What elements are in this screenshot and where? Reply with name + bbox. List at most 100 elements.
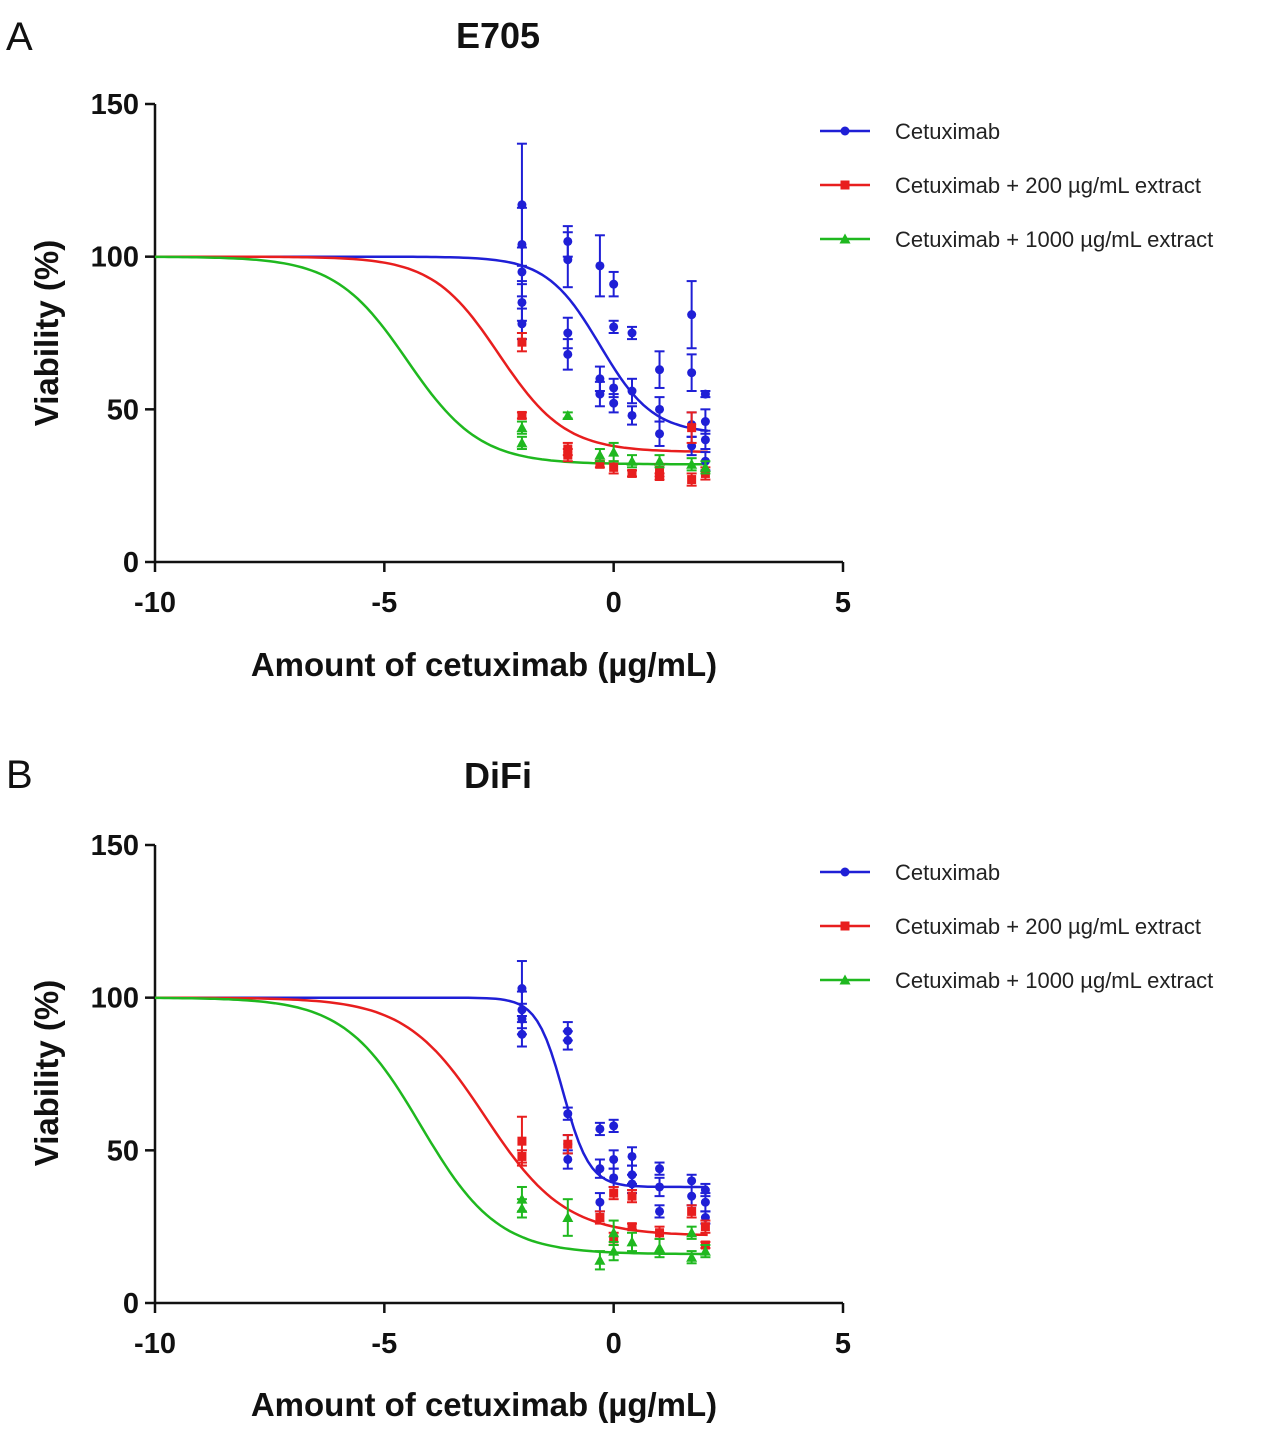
data-point (686, 458, 698, 469)
fit-curve (155, 255, 708, 433)
data-point (655, 1206, 665, 1216)
data-point (516, 1202, 528, 1213)
legend: Cetuximab Cetuximab + 200 µg/mL extract Ce… (820, 860, 1213, 993)
y-tick-label: 0 (123, 1288, 139, 1320)
data-point (700, 1197, 710, 1207)
data-point (627, 468, 637, 478)
data-point (655, 365, 665, 375)
data-point (608, 1245, 620, 1256)
data-point (563, 1139, 573, 1149)
data-point (595, 459, 605, 469)
data-point (700, 389, 710, 399)
legend-swatch-marker (840, 867, 850, 877)
legend-swatch-marker (840, 921, 850, 931)
legend-label: Cetuximab (895, 119, 1000, 144)
data-point (687, 423, 697, 433)
data-point (517, 410, 527, 420)
fit-curves (155, 255, 708, 466)
data-point (627, 328, 637, 338)
data-point (562, 409, 574, 420)
data-point (595, 1197, 605, 1207)
data-point (655, 472, 665, 482)
data-point (687, 368, 697, 378)
y-tick-label: 100 (91, 983, 139, 1015)
data-point (699, 1245, 711, 1256)
x-tick-label: -5 (371, 1328, 397, 1360)
data-point (686, 1227, 698, 1238)
data-point (627, 1151, 637, 1161)
data-point (517, 1136, 527, 1146)
panel-letter-a: A (6, 15, 33, 59)
data-point (687, 1176, 697, 1186)
data-point (517, 319, 527, 329)
y-tick-label: 150 (91, 830, 139, 862)
data-point (563, 328, 573, 338)
x-tick-label: -10 (134, 587, 176, 619)
data-point (609, 322, 619, 332)
y-axis-label: Viability (%) (28, 980, 65, 1166)
data-point (626, 1236, 638, 1247)
data-point (609, 1173, 619, 1183)
data-point (687, 310, 697, 320)
chart-panel-b: B DiFi Viability (%) Amount of cetuximab… (6, 753, 1213, 1423)
y-axis-label: Viability (%) (28, 240, 65, 426)
data-point (594, 449, 606, 460)
data-point (609, 462, 619, 472)
fit-curve (155, 255, 708, 466)
data-point (654, 1242, 666, 1253)
data-point (562, 1212, 574, 1223)
data-point (609, 1154, 619, 1164)
data-point (595, 1213, 605, 1223)
fit-curve (155, 996, 708, 1189)
data-point (627, 1191, 637, 1201)
data-point (608, 1227, 620, 1238)
legend-swatch-marker (840, 126, 850, 136)
data-point (687, 1191, 697, 1201)
data-point (595, 389, 605, 399)
data-point (626, 455, 638, 466)
data-point (627, 410, 637, 420)
data-point (654, 455, 666, 466)
data-point (627, 386, 637, 396)
legend-label: Cetuximab + 200 µg/mL extract (895, 173, 1201, 198)
fit-curve (155, 255, 708, 453)
x-tick-label: 5 (835, 1328, 851, 1360)
data-point (700, 1222, 710, 1232)
data-point (686, 1251, 698, 1262)
data-point (609, 1121, 619, 1131)
data-point (517, 267, 527, 277)
panel-letter-b: B (6, 753, 33, 797)
data-point (563, 255, 573, 265)
legend-label: Cetuximab + 1000 µg/mL extract (895, 227, 1213, 252)
chart-panel-a: A E705 Viability (%) Amount of cetuximab… (6, 15, 1213, 683)
y-tick-label: 150 (91, 89, 139, 121)
data-point (516, 437, 528, 448)
x-tick-label: -10 (134, 1328, 176, 1360)
data-point (699, 461, 711, 472)
data-point (563, 1154, 573, 1164)
fit-curve (155, 996, 708, 1237)
fit-curves (155, 996, 708, 1256)
data-point (595, 1164, 605, 1174)
data-point (609, 383, 619, 393)
chart-title-e705: E705 (456, 15, 540, 56)
data-point (517, 297, 527, 307)
data-point (687, 1206, 697, 1216)
legend-label: Cetuximab (895, 860, 1000, 885)
legend-swatch-marker (839, 233, 851, 244)
chart-title-difi: DiFi (464, 755, 532, 796)
fit-curve (155, 996, 708, 1256)
data-point (563, 349, 573, 359)
data-point (700, 435, 710, 445)
data-point (517, 1029, 527, 1039)
data-point (517, 337, 527, 347)
data-point (655, 1182, 665, 1192)
legend-swatch-marker (840, 180, 850, 190)
legend: Cetuximab Cetuximab + 200 µg/mL extract Ce… (820, 119, 1213, 252)
data-point (517, 1151, 527, 1161)
legend-swatch-marker (839, 974, 851, 985)
data-point (594, 1254, 606, 1265)
data-point (627, 1179, 637, 1189)
